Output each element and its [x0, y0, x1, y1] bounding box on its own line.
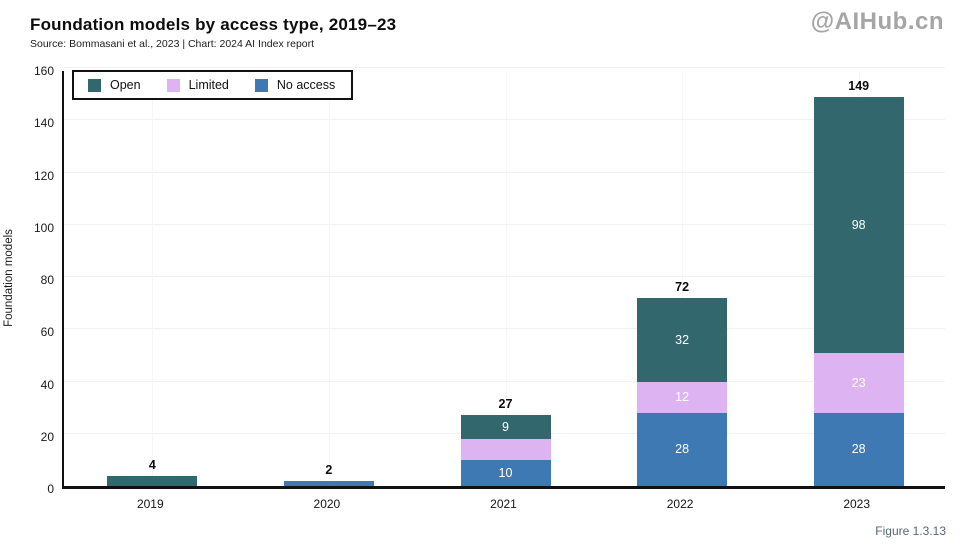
bar-2020: 2: [283, 463, 374, 486]
gridline-horizontal: [64, 223, 945, 225]
gridline-horizontal: [64, 380, 945, 382]
bar-total-label: 72: [675, 279, 690, 294]
figure-number: Figure 1.3.13: [875, 524, 946, 538]
segment-value-label: 98: [851, 217, 866, 232]
bar-segment-open-2022: 32: [637, 297, 728, 382]
bar-segment-limited-2023: 23: [813, 352, 904, 413]
y-tick-label: 100: [33, 220, 54, 235]
x-tick-label: 2021: [490, 497, 517, 511]
y-tick-label: 20: [40, 429, 54, 444]
bar-2021: 10 9 27: [460, 397, 551, 486]
gridline-horizontal: [64, 276, 945, 277]
legend-label: Limited: [188, 78, 229, 92]
bar-2019: 4: [107, 458, 198, 486]
gridline-horizontal: [64, 67, 945, 68]
gridline-horizontal: [64, 328, 945, 330]
legend-item-no-access: No access: [254, 78, 336, 92]
bar-segment-open-2023: 98: [813, 96, 904, 353]
legend-item-open: Open: [88, 78, 141, 92]
legend-label: No access: [276, 78, 336, 92]
gridline-vertical: [152, 71, 154, 486]
watermark: @AIHub.cn: [810, 8, 944, 35]
bar-segment-no-access-2022: 28: [637, 412, 728, 486]
plot-area: 4 2 10 9 27 28 12 32 72 28 23 98 149: [62, 67, 945, 489]
bar-segment-no-access-2021: 10: [460, 459, 551, 486]
legend-swatch-no-access: [254, 78, 268, 92]
y-tick-label: 60: [40, 325, 54, 340]
bar-segment-no-access-2023: 28: [813, 412, 904, 486]
legend-item-limited: Limited: [166, 78, 229, 92]
segment-value-label: 9: [502, 420, 509, 435]
y-tick-label: 120: [33, 168, 54, 183]
x-tick-label: 2022: [666, 497, 694, 511]
bar-total-label: 27: [498, 397, 513, 412]
bar-2023: 28 23 98 149: [813, 79, 904, 486]
segment-value-label: 23: [851, 375, 866, 390]
bar-total-label: 2: [325, 462, 333, 477]
legend: Open Limited No access: [72, 70, 354, 100]
x-tick-label: 2020: [313, 497, 341, 511]
x-tick-label: 2023: [843, 497, 871, 511]
y-tick-label: 80: [40, 273, 54, 287]
legend-swatch-limited: [166, 78, 180, 92]
bar-segment-open-2021: 9: [460, 415, 551, 439]
segment-value-label: 28: [675, 442, 690, 457]
bar-segment-limited-2021: [460, 438, 551, 460]
segment-value-label: 10: [498, 465, 513, 480]
y-tick-label: 40: [40, 377, 54, 392]
legend-swatch-open: [88, 78, 101, 92]
gridline-vertical: [505, 71, 507, 486]
chart-title: Foundation models by access type, 2019–2…: [30, 15, 397, 34]
x-tick-label: 2019: [136, 497, 164, 511]
gridline-horizontal: [64, 119, 945, 121]
legend-label: Open: [110, 78, 141, 92]
gridline-vertical: [328, 71, 330, 486]
y-tick-label: 140: [33, 116, 54, 131]
segment-value-label: 12: [675, 390, 690, 405]
gridline-horizontal: [64, 171, 945, 173]
y-tick-label: 160: [33, 64, 54, 78]
bar-2022: 28 12 32 72: [637, 280, 728, 486]
segment-value-label: 32: [675, 332, 690, 347]
segment-value-label: 28: [851, 442, 866, 457]
bar-total-label: 4: [148, 457, 156, 472]
bar-segment-no-access-2020: [283, 480, 374, 486]
bar-total-label: 149: [848, 78, 870, 93]
gridline-vertical: [682, 71, 684, 486]
bar-segment-open-2019: [107, 475, 198, 486]
bar-segment-limited-2022: 12: [637, 381, 728, 413]
chart-subtitle: Source: Bommasani et al., 2023 | Chart: …: [30, 38, 315, 50]
y-tick-label: 0: [47, 482, 54, 496]
